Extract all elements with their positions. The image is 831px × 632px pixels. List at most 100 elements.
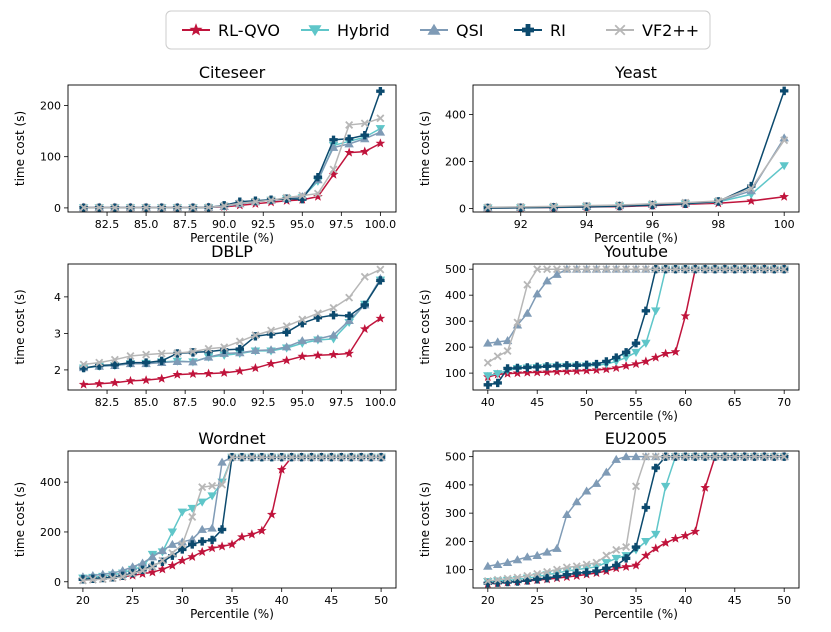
- data-point: [277, 453, 286, 462]
- data-point: [533, 362, 542, 372]
- data-point: [602, 265, 611, 274]
- data-point: [651, 463, 660, 473]
- data-point: [217, 525, 227, 534]
- data-point: [317, 453, 326, 462]
- data-point: [177, 555, 188, 565]
- x-tick-label: 25: [530, 594, 544, 607]
- data-point: [219, 345, 229, 355]
- data-point: [235, 344, 245, 354]
- legend-label: QSI: [456, 21, 483, 40]
- data-point: [641, 550, 651, 560]
- data-point: [282, 328, 291, 337]
- data-point: [671, 265, 680, 274]
- data-point: [79, 203, 88, 212]
- data-point: [108, 574, 117, 583]
- data-point: [203, 368, 214, 378]
- data-point: [257, 525, 267, 535]
- x-tick-label: 45: [728, 594, 742, 607]
- data-point: [250, 363, 261, 373]
- x-tick-label: 45: [530, 396, 544, 409]
- data-point: [690, 526, 701, 536]
- chart-title: EU2005: [605, 429, 668, 448]
- data-point: [207, 492, 217, 501]
- data-point: [602, 357, 611, 366]
- data-point: [681, 452, 690, 461]
- data-point: [612, 545, 621, 554]
- plot-area: [78, 86, 386, 213]
- series-line: [487, 90, 785, 209]
- data-point: [651, 265, 660, 274]
- data-point: [502, 557, 513, 567]
- data-point: [142, 350, 151, 359]
- data-point: [157, 564, 168, 574]
- data-point: [360, 130, 369, 140]
- data-point: [670, 346, 681, 356]
- y-axis-label: time cost (s): [13, 289, 27, 364]
- y-tick-label: 400: [445, 479, 466, 492]
- data-point: [720, 452, 729, 461]
- data-point: [680, 310, 691, 321]
- data-point: [513, 577, 522, 586]
- data-point: [592, 558, 601, 567]
- y-axis-label: time cost (s): [418, 482, 432, 557]
- legend: RL-QVO Hybrid QSI RI VF2++: [165, 10, 711, 50]
- data-point: [228, 453, 236, 462]
- plot-area: [483, 86, 789, 213]
- data-point: [298, 315, 307, 324]
- data-point: [219, 367, 229, 377]
- data-point: [503, 347, 512, 356]
- data-point: [780, 452, 789, 461]
- data-point: [493, 352, 502, 361]
- data-point: [493, 575, 502, 584]
- series-vf2: [79, 265, 385, 369]
- data-point: [110, 203, 119, 212]
- data-point: [513, 318, 522, 327]
- series-line: [83, 317, 381, 386]
- data-point: [357, 453, 366, 462]
- data-point: [126, 203, 135, 212]
- y-axis-label: time cost (s): [13, 111, 27, 186]
- data-point: [360, 272, 369, 281]
- data-point: [483, 358, 492, 367]
- x-tick-label: 90.0: [212, 218, 237, 231]
- data-point: [483, 372, 493, 381]
- series-line: [487, 268, 785, 364]
- x-axis-label: Percentile (%): [594, 231, 678, 245]
- x-axis-label: Percentile (%): [190, 607, 274, 621]
- data-point: [376, 276, 385, 285]
- data-point: [631, 358, 641, 369]
- data-point: [552, 269, 562, 278]
- data-point: [247, 453, 256, 462]
- data-point: [483, 576, 492, 585]
- data-point: [177, 508, 188, 517]
- series-qsi: [78, 452, 386, 581]
- data-point: [670, 533, 681, 543]
- x-tick-label: 50: [580, 396, 594, 409]
- data-point: [691, 265, 700, 274]
- data-point: [611, 454, 621, 463]
- series-vf2: [79, 114, 385, 212]
- legend-marker: [427, 23, 441, 35]
- chart-title: DBLP: [211, 242, 253, 261]
- data-point: [95, 358, 104, 367]
- data-point: [681, 198, 690, 207]
- x-axis-label: Percentile (%): [190, 231, 274, 245]
- x-tick-label: 35: [225, 594, 239, 607]
- data-point: [641, 306, 651, 315]
- data-point: [552, 361, 562, 371]
- data-point: [375, 313, 386, 323]
- data-point: [298, 191, 307, 200]
- data-point: [329, 303, 338, 312]
- data-point: [359, 323, 370, 334]
- data-point: [522, 308, 533, 317]
- series-line: [82, 456, 382, 581]
- data-point: [204, 347, 213, 356]
- y-tick-label: 0: [54, 202, 61, 215]
- x-axis-label: Percentile (%): [594, 607, 678, 621]
- data-point: [641, 356, 651, 366]
- data-point: [126, 358, 135, 367]
- data-point: [110, 355, 119, 364]
- data-point: [582, 560, 591, 569]
- y-axis-label: time cost (s): [418, 111, 432, 186]
- data-point: [188, 357, 198, 366]
